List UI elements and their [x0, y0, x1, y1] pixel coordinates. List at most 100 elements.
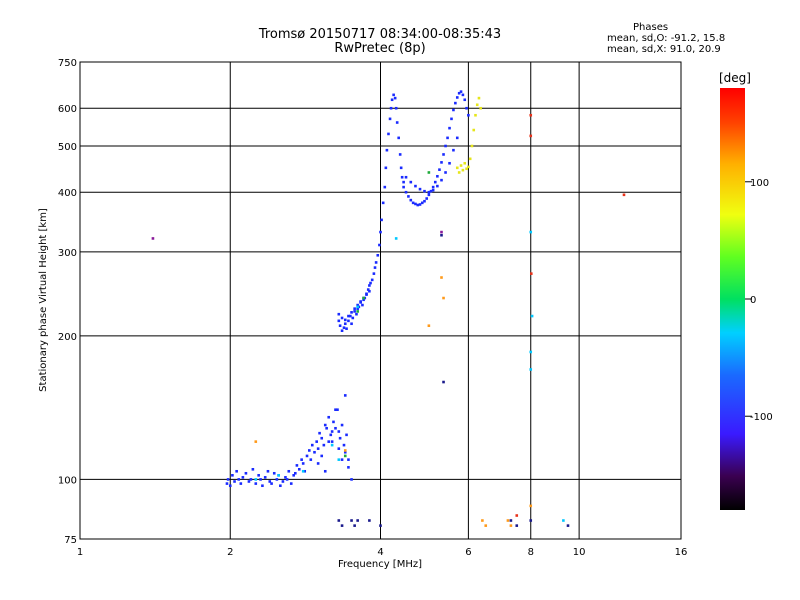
- data-point: [562, 519, 565, 522]
- data-point: [266, 469, 270, 473]
- data-point: [289, 482, 293, 485]
- data-point: [529, 113, 533, 117]
- data-point: [323, 469, 327, 473]
- data-point: [340, 524, 344, 527]
- data-point: [261, 484, 264, 488]
- data-point: [368, 519, 371, 522]
- data-point: [362, 296, 365, 300]
- data-point: [429, 189, 433, 193]
- data-point: [440, 230, 443, 234]
- data-point: [438, 168, 441, 171]
- data-point: [254, 440, 258, 443]
- data-point: [322, 443, 326, 447]
- data-point: [440, 161, 443, 164]
- colorbar-tick-label: 100: [750, 178, 769, 189]
- data-point: [366, 288, 370, 291]
- data-point: [452, 108, 455, 112]
- data-point: [369, 281, 372, 285]
- data-point: [337, 458, 341, 461]
- data-point: [151, 237, 155, 240]
- data-point: [442, 380, 445, 384]
- grid-lines: [79, 61, 682, 540]
- data-point: [506, 519, 510, 522]
- data-point: [389, 106, 393, 110]
- data-point: [300, 458, 303, 461]
- data-point: [350, 478, 353, 481]
- data-point: [399, 166, 403, 170]
- y-tick-label: 750: [58, 58, 77, 69]
- data-point: [392, 93, 395, 97]
- data-point: [244, 471, 248, 475]
- data-point: [442, 153, 445, 156]
- data-point: [461, 168, 465, 172]
- data-point: [477, 96, 481, 100]
- data-point: [279, 484, 282, 488]
- data-point: [378, 243, 381, 247]
- data-point: [431, 185, 435, 189]
- y-tick-label: 300: [58, 248, 77, 259]
- data-point: [254, 482, 258, 485]
- data-point: [350, 322, 353, 326]
- data-point: [263, 476, 267, 479]
- data-point: [427, 171, 431, 174]
- data-point: [337, 312, 341, 316]
- data-point: [249, 478, 253, 481]
- data-point: [355, 312, 358, 316]
- data-point: [457, 91, 461, 95]
- data-point: [529, 504, 533, 508]
- data-point: [330, 443, 334, 447]
- data-point: [427, 193, 431, 197]
- data-points: [151, 90, 626, 527]
- data-point: [228, 484, 232, 488]
- x-tick-label: 6: [465, 547, 471, 558]
- y-tick-labels: 75 100 200 300 400 500 600 750: [58, 58, 77, 546]
- data-point: [394, 106, 398, 110]
- data-point: [359, 300, 362, 303]
- data-point: [233, 480, 236, 483]
- data-point: [347, 466, 350, 469]
- data-point: [433, 180, 437, 184]
- data-point: [353, 310, 356, 313]
- data-point: [347, 314, 350, 318]
- data-point: [268, 480, 272, 483]
- data-point: [338, 436, 342, 440]
- data-point: [329, 433, 333, 437]
- data-point: [509, 519, 513, 522]
- data-point: [226, 478, 230, 481]
- data-point: [509, 524, 513, 527]
- data-point: [427, 324, 431, 328]
- data-point: [440, 276, 443, 279]
- data-point: [463, 161, 467, 165]
- data-point: [343, 394, 347, 397]
- data-point: [394, 237, 398, 240]
- y-tick-label: 500: [58, 142, 77, 153]
- data-point: [622, 193, 626, 197]
- data-point: [342, 443, 346, 447]
- data-point: [330, 430, 334, 433]
- data-point: [368, 289, 371, 293]
- data-point: [418, 187, 422, 191]
- data-point: [251, 467, 255, 471]
- data-point: [318, 431, 321, 435]
- data-point: [423, 199, 426, 203]
- data-point: [315, 440, 318, 443]
- data-point: [309, 458, 313, 461]
- data-point: [347, 319, 350, 323]
- data-point: [287, 469, 291, 473]
- data-point: [393, 96, 397, 100]
- data-point: [376, 253, 380, 257]
- x-tick-label: 4: [377, 547, 383, 558]
- data-point: [455, 166, 459, 170]
- data-point: [337, 447, 341, 450]
- data-point: [431, 188, 435, 192]
- chart-title: Tromsø 20150717 08:34:00-08:35:43: [258, 27, 502, 42]
- x-tick-label: 16: [675, 547, 688, 558]
- data-point: [343, 454, 347, 458]
- x-tick-label: 8: [528, 547, 534, 558]
- data-point: [330, 440, 334, 443]
- data-point: [467, 165, 470, 169]
- data-point: [404, 190, 408, 194]
- data-point: [356, 305, 359, 309]
- data-point: [342, 326, 346, 329]
